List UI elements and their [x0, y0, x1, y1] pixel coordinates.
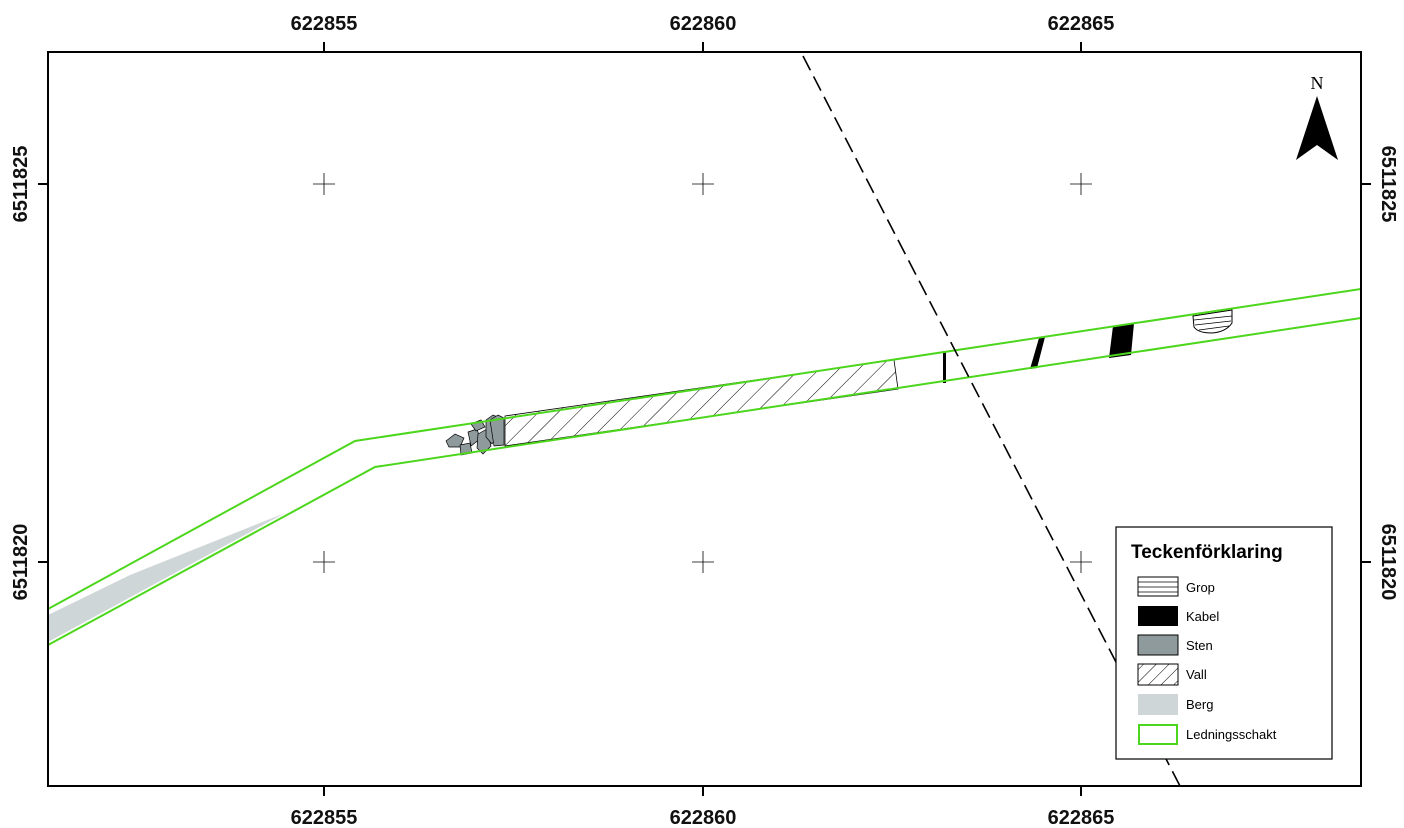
legend-label-vall: Vall — [1186, 667, 1207, 682]
grop-feature — [1192, 309, 1233, 334]
y-tick-label-right: 6511825 — [1377, 146, 1399, 223]
kabel-line — [943, 351, 946, 383]
x-tick-label-bottom: 622855 — [291, 807, 358, 828]
vall-symbol — [1137, 663, 1179, 686]
y-tick-label-right: 6511820 — [1377, 524, 1399, 601]
grop-symbol — [1137, 576, 1179, 597]
x-tick-label-top: 622855 — [291, 13, 358, 35]
legend-item-sten: Sten — [1137, 634, 1213, 656]
legend-item-grop: Grop — [1137, 576, 1215, 597]
legend-item-berg: Berg — [1138, 694, 1213, 715]
legend-label-grop: Grop — [1186, 580, 1215, 595]
north-arrow-icon — [1296, 96, 1338, 160]
grid-cross — [692, 551, 714, 573]
ledningsschakt-symbol — [1138, 724, 1178, 745]
kabel-segment — [1030, 337, 1045, 369]
berg-area — [48, 513, 285, 642]
stone — [445, 433, 465, 448]
berg-symbol — [1138, 694, 1178, 715]
vall-area — [504, 359, 899, 447]
ledningsschakt-lower-edge — [48, 317, 1361, 646]
kabel-features — [943, 323, 1134, 383]
grid-cross — [313, 173, 335, 195]
map-frame — [47, 51, 1362, 787]
legend-item-ledningsschakt: Ledningsschakt — [1138, 724, 1277, 745]
legend-label-sten: Sten — [1186, 638, 1213, 653]
y-tick-label-left: 6511820 — [10, 524, 32, 601]
grid-cross — [313, 551, 335, 573]
x-tick-label-bottom: 622865 — [1048, 807, 1115, 828]
x-tick-label-top: 622865 — [1048, 13, 1115, 35]
sten-symbol — [1137, 634, 1179, 656]
ledningsschakt-upper-edge — [48, 288, 1361, 610]
sten-cluster — [445, 414, 505, 456]
kabel-symbol — [1138, 606, 1178, 626]
x-tick-label-bottom: 622860 — [670, 807, 737, 828]
legend-item-vall: Vall — [1137, 663, 1207, 686]
grid-cross — [1070, 173, 1092, 195]
legend-label-ledningsschakt: Ledningsschakt — [1186, 727, 1277, 742]
legend: Teckenförklaring Grop Kabel Sten Vall — [1115, 526, 1333, 760]
kabel-segment — [1109, 323, 1134, 358]
stone — [489, 414, 505, 447]
legend-label-kabel: Kabel — [1186, 609, 1219, 624]
legend-title: Teckenförklaring — [1131, 542, 1283, 563]
grid-crosses — [313, 173, 1092, 573]
y-tick-label-left: 6511825 — [10, 146, 32, 223]
north-letter: N — [1311, 73, 1324, 93]
frame-ticks — [38, 42, 1371, 796]
north-arrow: N — [1296, 73, 1338, 160]
grid-cross — [1070, 551, 1092, 573]
legend-label-berg: Berg — [1186, 697, 1213, 712]
grid-cross — [692, 173, 714, 195]
x-tick-label-top: 622860 — [670, 13, 737, 35]
legend-item-kabel: Kabel — [1138, 606, 1219, 626]
